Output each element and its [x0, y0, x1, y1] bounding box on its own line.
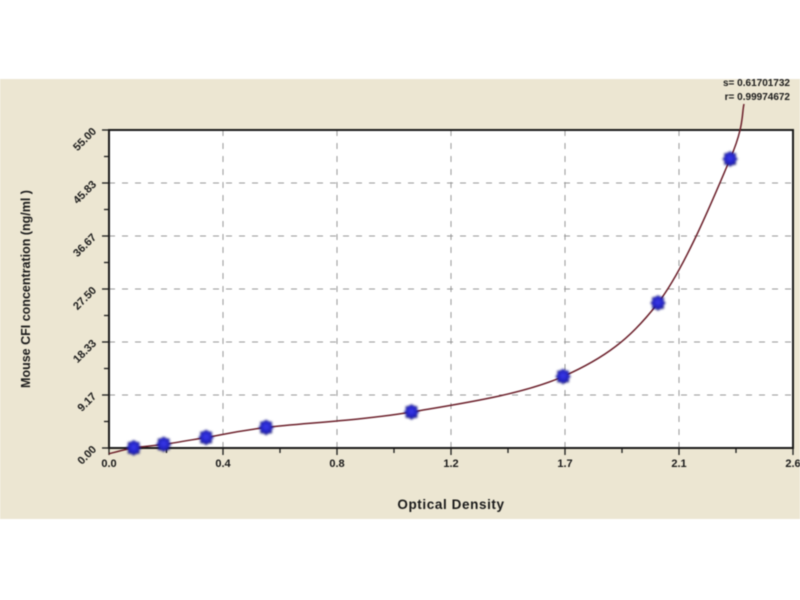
- svg-text:2.6: 2.6: [785, 458, 800, 470]
- svg-text:1.7: 1.7: [557, 458, 572, 470]
- svg-text:0.00: 0.00: [75, 444, 99, 468]
- svg-text:55.00: 55.00: [71, 126, 99, 154]
- svg-text:2.1: 2.1: [671, 458, 686, 470]
- svg-text:0.4: 0.4: [215, 458, 231, 470]
- svg-text:Optical Density: Optical Density: [397, 497, 504, 512]
- svg-text:0.8: 0.8: [329, 458, 344, 470]
- svg-text:27.50: 27.50: [71, 285, 99, 313]
- svg-text:Mouse CFI concentration (ng/ml: Mouse CFI concentration (ng/ml ): [19, 190, 33, 388]
- svg-text:0.0: 0.0: [101, 458, 116, 470]
- svg-text:9.17: 9.17: [75, 391, 99, 415]
- svg-text:45.83: 45.83: [71, 179, 99, 207]
- svg-text:36.67: 36.67: [71, 232, 99, 260]
- svg-text:18.33: 18.33: [71, 338, 99, 366]
- svg-text:1.2: 1.2: [443, 458, 458, 470]
